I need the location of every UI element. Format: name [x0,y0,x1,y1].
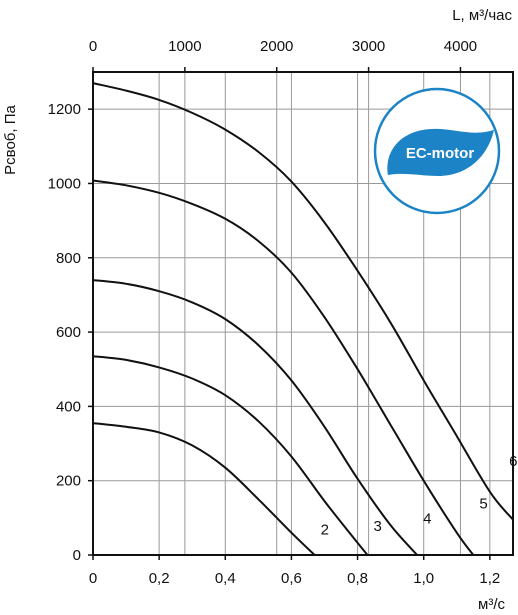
x-tick-label: 0,8 [347,570,368,587]
y-tick-label: 200 [56,473,81,490]
y-tick-label: 800 [56,250,81,267]
x-axis-ticks: 0 0,2 0,4 0,6 0,8 1,0 1,2 [89,555,500,587]
curve-label-2: 2 [321,522,329,539]
curve-label-5: 5 [479,496,487,513]
curve-label-3: 3 [373,518,381,535]
curve-6 [92,82,514,521]
x2-tick-label: 0 [89,38,97,55]
leaf-icon [387,128,494,176]
y-tick-label: 1000 [48,175,81,192]
x-tick-label: 0,2 [149,570,170,587]
curve-3 [92,355,369,556]
plot-frame [92,71,514,556]
x-tick-label: 0,4 [215,570,236,587]
y-axis-ticks: 0 200 400 600 800 1000 1200 [48,101,93,564]
x-tick-label: 0 [89,570,97,587]
ec-motor-logo: EC-motor [373,87,501,215]
x2-axis-label: L, м³/час [452,7,512,24]
curves [92,82,514,556]
curve-label-4: 4 [423,510,431,527]
x-tick-label: 1,0 [413,570,434,587]
y-tick-label: 1200 [48,101,81,118]
y-tick-label: 600 [56,324,81,341]
curve-4 [92,279,418,556]
logo-text: EC-motor [406,145,474,162]
x-tick-label: 1,2 [479,570,500,587]
curve-label-6: 6 [509,453,517,470]
x-axis-label: м³/с [478,596,505,613]
curve-labels: 2 3 4 5 6 [321,453,518,539]
curve-5 [92,179,475,556]
x2-tick-label: 4000 [444,38,477,55]
x-tick-label: 0,6 [281,570,302,587]
curve-2 [92,422,316,556]
x2-axis-ticks: 0 1000 2000 3000 4000 [89,38,477,72]
x2-tick-label: 1000 [168,38,201,55]
x2-tick-label: 2000 [260,38,293,55]
x2-tick-label: 3000 [352,38,385,55]
y-tick-label: 400 [56,398,81,415]
y-axis-label: Pсвоб, Па [2,104,19,174]
y-tick-label: 0 [73,547,81,564]
